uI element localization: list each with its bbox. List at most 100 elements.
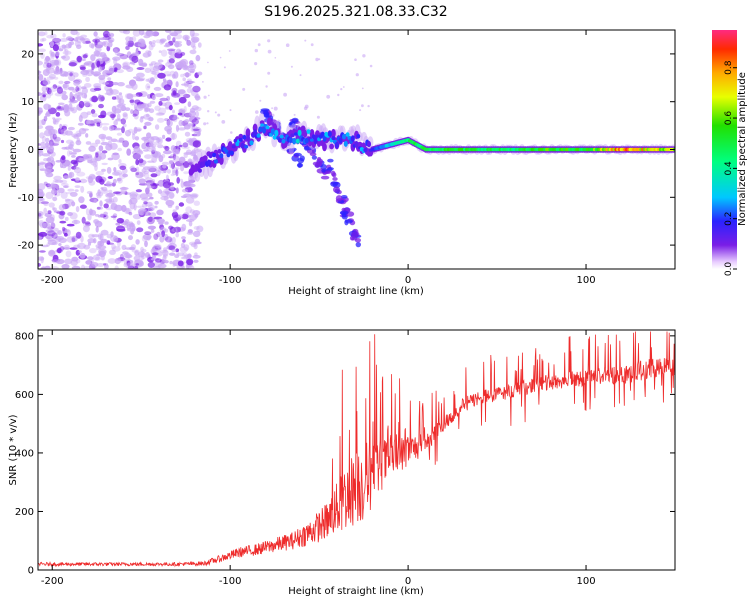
noise-blob xyxy=(43,129,53,137)
noise-blob xyxy=(140,103,150,109)
noise-blob xyxy=(163,84,172,91)
noise-blob xyxy=(180,73,185,78)
noise-blob xyxy=(71,155,76,158)
noise-blob xyxy=(135,171,144,179)
noise-blob xyxy=(149,79,154,85)
noise-blob xyxy=(156,251,163,257)
scatter-dot xyxy=(203,95,207,99)
noise-blob xyxy=(116,177,122,182)
noise-blob xyxy=(109,142,118,150)
noise-blob xyxy=(112,213,118,218)
noise-blob xyxy=(139,77,146,80)
noise-blob xyxy=(147,192,153,198)
noise-blob xyxy=(192,254,201,259)
noise-blob xyxy=(74,177,80,182)
noise-blob xyxy=(98,37,106,41)
noise-blob xyxy=(38,199,42,204)
noise-blob xyxy=(45,229,54,233)
noise-blob xyxy=(111,246,121,252)
noise-blob xyxy=(51,266,60,269)
noise-blob xyxy=(64,110,71,117)
noise-blob xyxy=(38,107,43,115)
noise-blob xyxy=(107,37,115,43)
noise-blob xyxy=(138,178,146,184)
noise-blob xyxy=(146,165,156,173)
noise-blob xyxy=(81,128,89,131)
noise-blob xyxy=(61,44,67,49)
noise-blob xyxy=(69,72,73,77)
noise-blob xyxy=(189,115,197,123)
noise-blob xyxy=(60,73,67,77)
noise-blob xyxy=(49,59,59,66)
y-tick-label: 10 xyxy=(21,97,34,108)
noise-blob xyxy=(87,176,94,184)
noise-blob xyxy=(151,146,156,153)
noise-blob xyxy=(165,236,173,243)
noise-blob xyxy=(178,89,187,97)
noise-blob xyxy=(38,31,46,37)
noise-blob xyxy=(172,73,176,79)
noise-blob xyxy=(142,211,151,217)
noise-blob xyxy=(61,94,68,101)
noise-blob xyxy=(168,64,175,70)
noise-blob xyxy=(175,169,179,177)
y-tick-label: -20 xyxy=(18,241,34,252)
noise-blob xyxy=(163,228,169,233)
noise-blob xyxy=(105,136,113,141)
noise-blob xyxy=(132,52,137,57)
noise-blob xyxy=(143,201,148,205)
noise-blob xyxy=(50,53,56,58)
noise-blob xyxy=(165,199,175,207)
noise-blob xyxy=(40,266,47,269)
noise-blob xyxy=(42,94,46,98)
noise-blob xyxy=(38,183,46,191)
ridge-core xyxy=(256,133,261,138)
noise-blob xyxy=(177,214,183,218)
noise-blob xyxy=(124,93,132,99)
noise-blob xyxy=(182,77,186,82)
ridge-core xyxy=(367,141,371,148)
noise-blob xyxy=(47,183,57,188)
ridge-outer xyxy=(245,128,251,138)
noise-blob xyxy=(101,168,106,172)
noise-blob xyxy=(170,173,175,177)
noise-blob xyxy=(143,125,147,130)
noise-blob xyxy=(145,83,151,91)
noise-blob xyxy=(135,189,142,193)
noise-blob xyxy=(162,181,171,189)
noise-blob xyxy=(192,128,200,131)
noise-blob xyxy=(137,41,146,47)
noise-blob xyxy=(75,140,82,146)
noise-blob xyxy=(38,256,45,261)
noise-blob xyxy=(193,131,201,137)
noise-blob xyxy=(172,37,176,43)
noise-blob xyxy=(87,119,95,124)
noise-blob xyxy=(48,73,56,79)
noise-blob xyxy=(83,265,93,269)
noise-blob xyxy=(111,243,116,250)
x-tick-label: -100 xyxy=(219,576,242,587)
noise-blob xyxy=(169,260,173,265)
noise-blob xyxy=(157,117,165,123)
noise-blob xyxy=(94,164,98,172)
noise-blob xyxy=(183,93,191,99)
noise-blob xyxy=(46,236,51,240)
noise-blob xyxy=(72,148,82,153)
noise-blob xyxy=(143,136,149,140)
noise-blob xyxy=(116,217,125,224)
noise-blob xyxy=(162,249,169,257)
noise-blob xyxy=(179,178,183,182)
noise-blob xyxy=(120,105,127,111)
noise-blob xyxy=(159,235,165,243)
ridge-core xyxy=(217,149,222,154)
noise-blob xyxy=(67,212,73,216)
noise-blob xyxy=(46,34,54,39)
ridge-core xyxy=(242,134,247,140)
noise-blob xyxy=(85,208,90,216)
ridge-core xyxy=(206,159,211,167)
noise-blob xyxy=(131,225,136,232)
ridge-core xyxy=(343,140,348,147)
noise-blob xyxy=(149,100,156,104)
ridge-core xyxy=(219,153,224,159)
scatter-dot xyxy=(367,104,370,108)
